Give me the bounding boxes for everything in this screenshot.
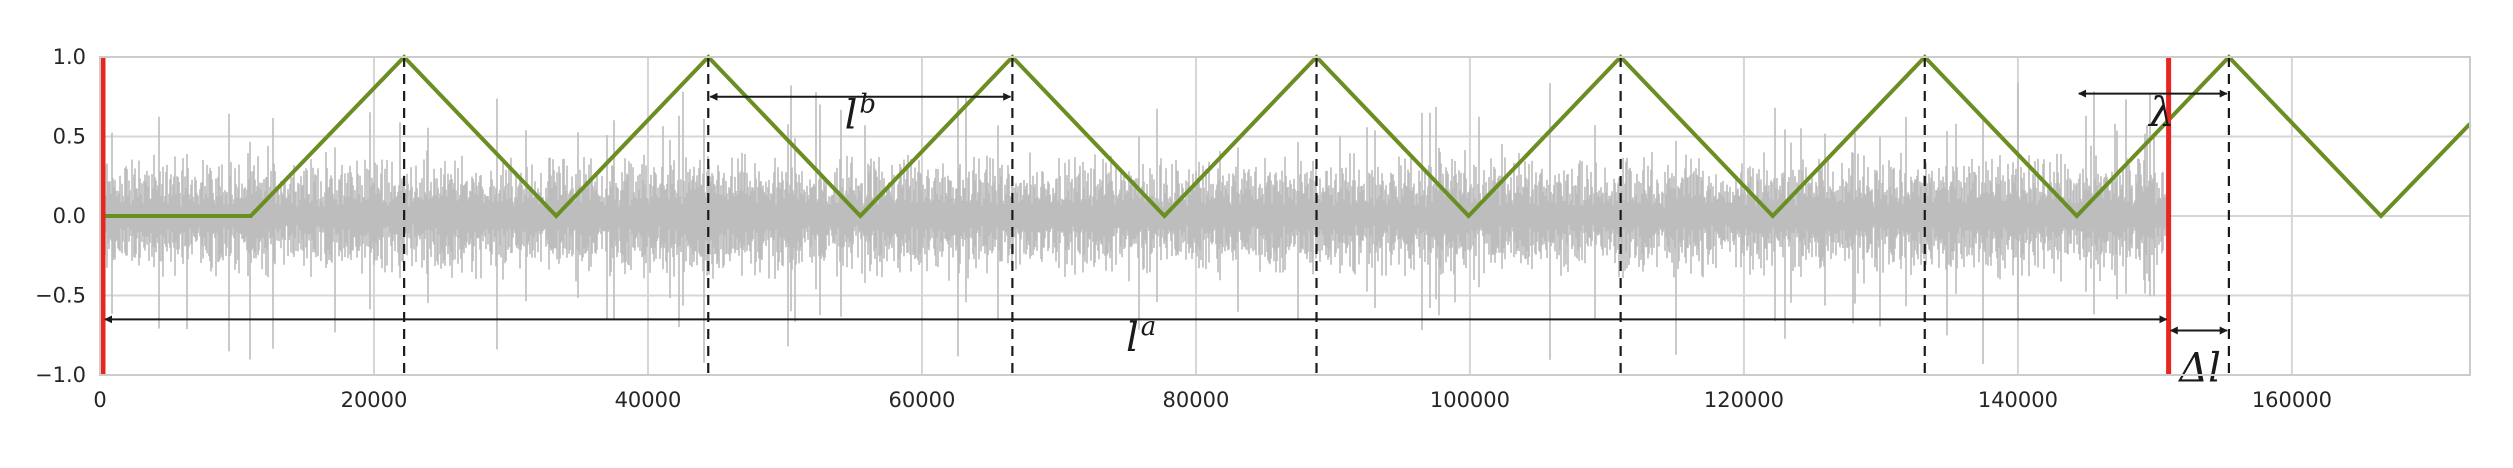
x-tick-label-3: 60000 xyxy=(889,388,956,412)
annotation-label-3: Δl xyxy=(2177,345,2221,391)
annotation-label-base-2: λ xyxy=(2147,89,2174,135)
x-tick-label-5: 100000 xyxy=(1430,388,1510,412)
annotation-label-0: la xyxy=(1126,312,1156,361)
annotation-label-base-3: Δl xyxy=(2177,345,2221,391)
x-tick-label-1: 20000 xyxy=(341,388,408,412)
x-tick-label-0: 0 xyxy=(93,388,106,412)
annotation-label-sup-0: a xyxy=(1141,312,1157,342)
annotation-label-base-0: l xyxy=(1126,315,1139,361)
plot-frame xyxy=(99,56,2471,376)
dashed-lines xyxy=(403,57,2230,375)
y-axis: −1.0 −0.5 0.0 0.5 1.0 xyxy=(35,45,86,387)
annotation-label-sup-1: b xyxy=(859,90,876,120)
y-tick-label-0: −1.0 xyxy=(35,363,86,387)
x-tick-label-7: 140000 xyxy=(1978,388,2058,412)
y-tick-label-1: −0.5 xyxy=(35,284,86,308)
x-axis: 0 20000 40000 60000 80000 100000 120000 140000 1… xyxy=(93,388,2332,412)
y-tick-label-2: 0.0 xyxy=(53,204,86,228)
annotation-label-2: λ xyxy=(2147,89,2174,135)
x-tick-label-6: 120000 xyxy=(1704,388,1784,412)
x-tick-label-8: 160000 xyxy=(2252,388,2332,412)
y-tick-label-4: 1.0 xyxy=(53,45,86,69)
annotation-label-base-1: l xyxy=(845,93,858,139)
x-tick-label-4: 80000 xyxy=(1163,388,1230,412)
annotation-label-1: lb xyxy=(845,90,876,139)
x-tick-label-2: 40000 xyxy=(615,388,682,412)
red-lines xyxy=(100,57,2172,375)
y-tick-label-3: 0.5 xyxy=(53,125,86,149)
